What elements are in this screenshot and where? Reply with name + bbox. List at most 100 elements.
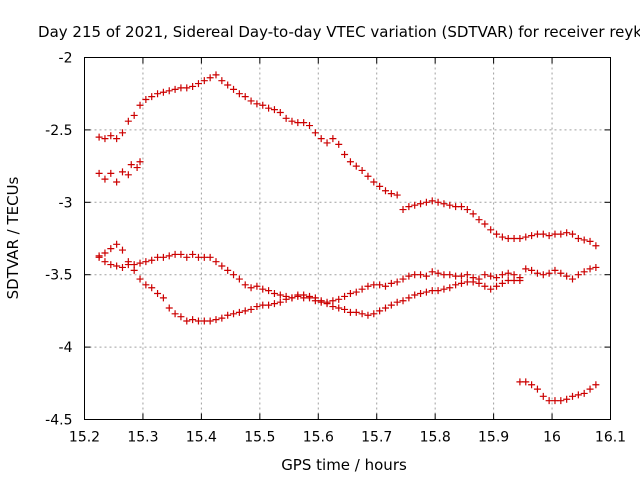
data-point: [452, 281, 460, 289]
data-point: [393, 191, 401, 199]
data-point: [335, 304, 343, 312]
data-point: [142, 281, 150, 289]
data-point: [446, 284, 454, 292]
x-tick-label: 15.9: [478, 430, 509, 446]
data-point: [516, 274, 524, 282]
data-point: [381, 282, 389, 290]
y-tick-label: -4: [59, 340, 73, 356]
data-point: [118, 246, 126, 254]
data-point: [189, 316, 197, 324]
data-point: [539, 230, 547, 238]
data-point: [498, 279, 506, 287]
data-point: [387, 301, 395, 309]
data-point: [218, 262, 226, 270]
data-point: [241, 281, 249, 289]
data-point: [335, 140, 343, 148]
x-tick-label: 15.6: [303, 430, 334, 446]
data-point: [282, 114, 290, 122]
data-point: [516, 378, 524, 386]
data-point: [405, 294, 413, 302]
data-point: [504, 269, 512, 277]
data-point: [563, 229, 571, 237]
data-point: [177, 313, 185, 321]
data-point: [592, 381, 600, 389]
data-point: [580, 236, 588, 244]
data-point: [276, 109, 284, 117]
data-point: [118, 263, 126, 271]
data-point: [159, 253, 167, 261]
data-point: [563, 272, 571, 280]
data-point: [101, 135, 109, 143]
data-point: [276, 298, 284, 306]
data-point: [136, 158, 144, 166]
data-point: [493, 274, 501, 282]
data-point: [463, 278, 471, 286]
series-track-1: [95, 71, 600, 250]
data-point: [136, 259, 144, 267]
data-point: [434, 269, 442, 277]
data-point: [346, 308, 354, 316]
data-point: [113, 240, 121, 248]
data-point: [107, 132, 115, 140]
y-axis-label: SDTVAR / TECUs: [4, 176, 22, 299]
data-point: [580, 389, 588, 397]
data-point: [253, 282, 261, 290]
data-point: [446, 271, 454, 279]
data-point: [358, 285, 366, 293]
data-point: [130, 111, 138, 119]
data-point: [358, 166, 366, 174]
data-point: [317, 135, 325, 143]
data-point: [200, 253, 208, 261]
data-point: [265, 301, 273, 309]
data-point: [586, 385, 594, 393]
data-point: [510, 271, 518, 279]
data-point: [569, 230, 577, 238]
data-point: [265, 104, 273, 112]
data-point: [118, 168, 126, 176]
data-point: [346, 158, 354, 166]
data-point: [194, 317, 202, 325]
y-tick-label: -2: [59, 51, 73, 67]
data-point: [183, 317, 191, 325]
data-point: [136, 275, 144, 283]
data-point: [294, 119, 302, 127]
data-point: [107, 169, 115, 177]
data-point: [247, 97, 255, 105]
data-point: [159, 294, 167, 302]
data-point: [124, 261, 132, 269]
data-point: [580, 268, 588, 276]
data-point: [142, 258, 150, 266]
data-point: [533, 385, 541, 393]
data-point: [282, 292, 290, 300]
data-point: [154, 253, 162, 261]
data-point: [434, 198, 442, 206]
data-point: [387, 190, 395, 198]
data-point: [270, 106, 278, 114]
data-point: [557, 397, 565, 405]
data-point: [212, 258, 220, 266]
data-point: [346, 290, 354, 298]
data-point: [224, 311, 232, 319]
data-point: [235, 308, 243, 316]
data-point: [118, 129, 126, 137]
data-point: [539, 271, 547, 279]
data-point: [516, 235, 524, 242]
x-tick-label: 16: [543, 430, 561, 446]
data-point: [422, 288, 430, 296]
data-point: [393, 298, 401, 306]
data-point: [113, 135, 121, 143]
data-point: [469, 274, 477, 282]
data-point: [241, 93, 249, 101]
data-point: [446, 201, 454, 209]
grid-lines: [84, 57, 611, 420]
data-point: [270, 290, 278, 298]
data-point: [405, 272, 413, 280]
data-point: [189, 250, 197, 258]
data-point: [165, 252, 173, 260]
data-point: [317, 298, 325, 306]
data-point: [189, 82, 197, 90]
data-point: [276, 291, 284, 299]
data-point: [235, 90, 243, 98]
plot-frame: [84, 57, 611, 420]
